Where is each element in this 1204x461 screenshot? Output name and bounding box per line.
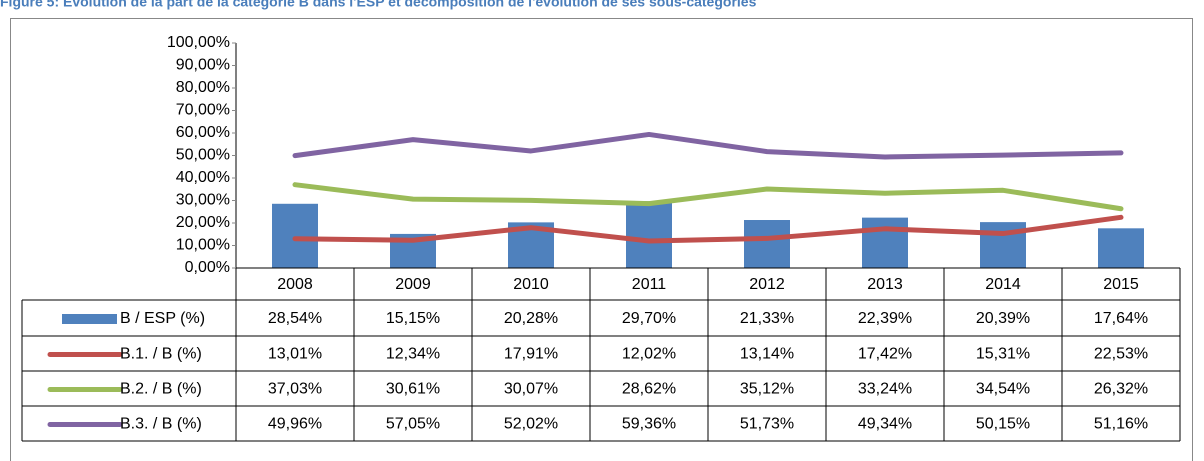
table-cell: 52,02%: [504, 416, 558, 433]
table-cell: 49,34%: [858, 416, 912, 433]
x-tick-label: 2015: [1103, 276, 1139, 293]
table-cell: 13,01%: [268, 346, 322, 363]
chart-border: [10, 18, 1193, 461]
y-tick-label: 90,00%: [176, 57, 230, 74]
line: [292, 214, 1124, 244]
line: [292, 131, 1124, 160]
table-cell: 12,02%: [622, 346, 676, 363]
table-cell: 26,32%: [1094, 381, 1148, 398]
table-cell: 37,03%: [268, 381, 322, 398]
legend-label: B.2. / B (%): [120, 381, 202, 398]
y-tick-label: 70,00%: [176, 102, 230, 119]
table-cell: 30,07%: [504, 381, 558, 398]
table-cell: 29,70%: [622, 310, 676, 327]
y-tick-label: 100,00%: [167, 34, 230, 51]
table-cell: 50,15%: [976, 416, 1030, 433]
table-cell: 20,28%: [504, 310, 558, 327]
y-tick-label: 40,00%: [176, 169, 230, 186]
table-cell: 51,73%: [740, 416, 794, 433]
y-tick-label: 10,00%: [176, 237, 230, 254]
x-tick-label: 2011: [632, 276, 667, 293]
y-tick-label: 50,00%: [176, 147, 230, 164]
table-cell: 17,42%: [858, 346, 912, 363]
bar: [862, 217, 908, 268]
table-cell: 59,36%: [622, 416, 676, 433]
bar: [272, 203, 318, 268]
table-cell: 28,54%: [268, 310, 322, 327]
y-tick-label: 30,00%: [176, 192, 230, 209]
chart-title: Figure 5: Evolution de la part de la cat…: [0, 0, 757, 10]
table-cell: 12,34%: [386, 346, 440, 363]
x-tick-label: 2014: [985, 276, 1021, 293]
table-cell: 15,31%: [976, 346, 1030, 363]
table-cell: 51,16%: [1094, 416, 1148, 433]
table-cell: 28,62%: [622, 381, 676, 398]
x-tick-label: 2012: [749, 276, 785, 293]
legend-label: B.3. / B (%): [120, 416, 202, 433]
y-tick-label: 20,00%: [176, 214, 230, 231]
bar: [744, 220, 790, 268]
bar: [626, 201, 672, 268]
table-cell: 15,15%: [386, 310, 440, 327]
line: [292, 182, 1124, 212]
table-cell: 30,61%: [386, 381, 440, 398]
table-cell: 13,14%: [740, 346, 794, 363]
table-cell: 34,54%: [976, 381, 1030, 398]
table-cell: 33,24%: [858, 381, 912, 398]
y-tick-label: 60,00%: [176, 124, 230, 141]
x-tick-label: 2008: [277, 276, 313, 293]
table-cell: 57,05%: [386, 416, 440, 433]
legend-label: B.1. / B (%): [120, 346, 202, 363]
y-tick-label: 0,00%: [185, 259, 230, 276]
x-tick-label: 2009: [395, 276, 431, 293]
table-cell: 35,12%: [740, 381, 794, 398]
table-cell: 17,91%: [504, 346, 558, 363]
legend-label: B / ESP (%): [120, 310, 205, 327]
table-cell: 21,33%: [740, 310, 794, 327]
bar: [1098, 228, 1144, 268]
legend-key: [62, 314, 117, 324]
table-cell: 22,39%: [858, 310, 912, 327]
table-cell: 17,64%: [1094, 310, 1148, 327]
table-cell: 22,53%: [1094, 346, 1148, 363]
table-cell: 49,96%: [268, 416, 322, 433]
x-tick-label: 2013: [867, 276, 903, 293]
x-tick-label: 2010: [513, 276, 549, 293]
y-tick-label: 80,00%: [176, 79, 230, 96]
table-cell: 20,39%: [976, 310, 1030, 327]
